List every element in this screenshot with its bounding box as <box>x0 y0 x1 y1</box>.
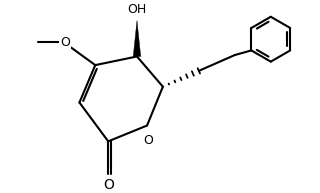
Text: O: O <box>144 134 153 146</box>
Polygon shape <box>133 20 141 57</box>
Text: O: O <box>60 36 70 49</box>
Text: OH: OH <box>127 3 147 16</box>
Text: O: O <box>103 178 114 192</box>
